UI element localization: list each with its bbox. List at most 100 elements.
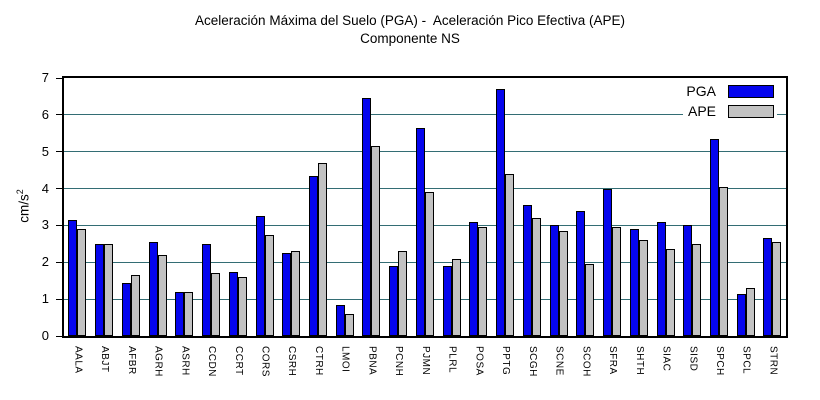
pga-bar <box>629 229 639 336</box>
x-tick-label: ABJT <box>99 346 111 373</box>
x-tick-label: AFBR <box>125 346 137 375</box>
gridline <box>64 188 786 190</box>
y-tick-mark <box>56 188 62 190</box>
x-cell: CSRH <box>278 341 305 397</box>
y-tick-mark <box>56 151 62 153</box>
x-tick-label: POSA <box>473 346 485 376</box>
legend-swatch-pga <box>728 84 774 98</box>
y-tick-label: 3 <box>41 217 49 233</box>
x-tick-label: CTRH <box>312 346 324 376</box>
pga-bar <box>95 243 105 336</box>
x-tick-label: CCRT <box>232 346 244 376</box>
x-cell: SPCH <box>706 341 733 397</box>
ape-bar <box>531 218 541 336</box>
bar-group <box>625 78 652 336</box>
x-cell: PCNH <box>385 341 412 397</box>
pga-bar <box>496 89 506 336</box>
ape-bar <box>184 291 194 336</box>
x-cell: PJMN <box>412 341 439 397</box>
x-cell: SIAC <box>652 341 679 397</box>
bar-group <box>599 78 626 336</box>
bar-group <box>572 78 599 336</box>
legend-row-ape: APE <box>686 103 774 119</box>
x-cell: SCNE <box>545 341 572 397</box>
bar-group <box>518 78 545 336</box>
x-cell: POSA <box>465 341 492 397</box>
x-cell: ABJT <box>91 341 118 397</box>
ape-bar <box>77 229 87 336</box>
x-cell: CORS <box>251 341 278 397</box>
ape-bar <box>718 186 728 336</box>
ape-bar <box>424 192 434 336</box>
bar-group <box>759 78 786 336</box>
bar-group <box>385 78 412 336</box>
x-cell: CCDN <box>198 341 225 397</box>
pga-bar <box>415 127 425 336</box>
chart-title: Aceleración Máxima del Suelo (PGA) - Ace… <box>0 12 820 48</box>
bar-group <box>171 78 198 336</box>
y-axis: 0 1 2 3 4 5 6 7 <box>0 70 62 343</box>
bar-group <box>438 78 465 336</box>
pga-bar <box>522 205 532 336</box>
pga-bar <box>282 253 292 336</box>
x-cell: AALA <box>64 341 91 397</box>
y-tick-mark <box>56 261 62 263</box>
x-cell: CCRT <box>224 341 251 397</box>
bar-group <box>545 78 572 336</box>
ape-bar <box>291 251 301 336</box>
bar-group <box>224 78 251 336</box>
ape-bar <box>585 264 595 336</box>
ape-bar <box>371 146 381 336</box>
x-tick-label: ASRH <box>179 346 191 376</box>
pga-bar <box>763 238 773 336</box>
y-tick-label: 6 <box>41 106 49 122</box>
ape-bar <box>638 240 648 336</box>
legend-label-ape: APE <box>687 103 716 119</box>
bar-group <box>91 78 118 336</box>
ape-bar <box>478 227 488 336</box>
y-tick-mark <box>56 224 62 226</box>
gridline <box>64 114 786 116</box>
x-tick-label: SCNE <box>553 346 565 376</box>
bar-group <box>198 78 225 336</box>
pga-bar <box>68 219 78 336</box>
x-tick-label: PBNA <box>366 346 378 376</box>
pga-bar <box>576 210 586 336</box>
x-cell: AGRH <box>144 341 171 397</box>
x-tick-label: PPTG <box>500 346 512 376</box>
ape-bar <box>157 254 167 336</box>
x-tick-label: PCNH <box>393 346 405 377</box>
x-tick-label: PLRL <box>446 346 458 374</box>
x-cell: CTRH <box>305 341 332 397</box>
ape-bar <box>344 313 354 336</box>
pga-bar <box>308 175 318 336</box>
x-tick-label: STRN <box>767 346 779 376</box>
x-tick-label: CSRH <box>286 346 298 377</box>
bar-group <box>732 78 759 336</box>
pga-bar <box>603 188 613 336</box>
bar-group <box>706 78 733 336</box>
x-cell: SCOH <box>572 341 599 397</box>
x-tick-label: SPCH <box>713 346 725 376</box>
bars-row <box>64 78 786 336</box>
x-cell: AFBR <box>117 341 144 397</box>
bar-group <box>305 78 332 336</box>
bar-group <box>358 78 385 336</box>
y-tick-mark <box>56 335 62 337</box>
pga-bar <box>549 225 559 336</box>
bar-group <box>64 78 91 336</box>
x-cell: SFRA <box>599 341 626 397</box>
plot-area: PGA APE <box>62 76 788 338</box>
pga-bar <box>121 282 131 336</box>
x-cell: STRN <box>759 341 786 397</box>
y-tick-mark <box>56 114 62 116</box>
bar-group <box>144 78 171 336</box>
x-cell: PLRL <box>438 341 465 397</box>
ape-bar <box>558 230 568 336</box>
x-tick-label: PJMN <box>419 346 431 376</box>
legend-row-pga: PGA <box>686 83 774 99</box>
ape-bar <box>692 243 702 336</box>
x-axis-labels: AALA ABJT AFBR AGRH ASRH CCDN CCRT CORS CSRH CTRH… <box>64 341 786 397</box>
pga-bar <box>175 291 185 336</box>
